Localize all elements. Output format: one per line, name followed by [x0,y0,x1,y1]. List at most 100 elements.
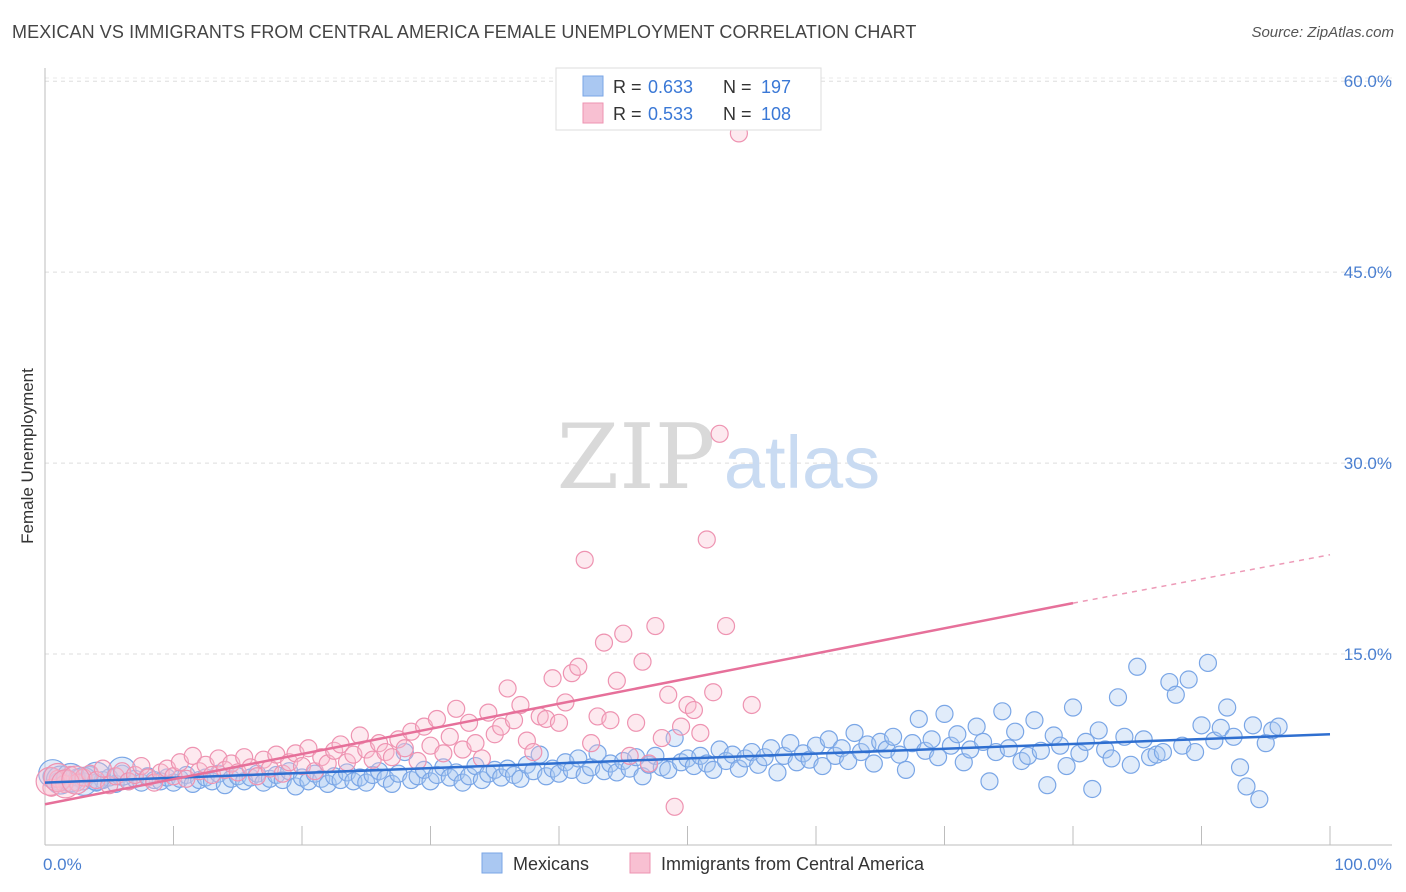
mexicans-point-166 [1108,688,1128,707]
mexicans-point-148 [993,702,1012,721]
mexicans-point-107 [729,759,749,778]
mexicans-point-103 [704,760,723,779]
stats-legend-r-label-1: R = [613,104,642,124]
central-america-point-22 [183,746,202,765]
central-america-point-75 [524,742,543,762]
central-america-point-95 [652,728,671,748]
mexicans-point-49 [357,773,376,792]
mexicans-point-141 [948,725,967,744]
mexicans-point-154 [1031,741,1050,760]
stats-legend-r-label-0: R = [613,77,642,97]
mexicans-point-159 [1063,698,1083,717]
mexicans-point-146 [980,772,999,791]
central-america-point-63 [447,699,466,718]
central-america-point-55 [395,739,414,758]
mexicans-point-191 [1269,717,1288,736]
stats-legend-r-value-1: 0.533 [648,104,693,124]
bottom-legend-swatch-0 [481,852,503,874]
mexicans-point-178 [1185,742,1205,762]
mexicans-point-133 [896,760,916,779]
central-america-point-83 [575,550,594,569]
mexicans-point-187 [1243,716,1263,735]
mexicans-point-149 [999,739,1018,758]
central-america-point-67 [472,749,491,768]
chart-title: MEXICAN VS IMMIGRANTS FROM CENTRAL AMERI… [12,22,917,42]
central-america-point-93 [639,754,659,773]
stats-legend-swatch-1 [582,102,604,124]
central-america-point-60 [427,709,447,729]
mexicans-point-140 [941,736,961,755]
central-america-point-101 [691,723,710,743]
central-america-point-91 [626,713,646,732]
mexicans-point-170 [1134,730,1153,749]
y-axis-label: Female Unemployment [18,368,37,544]
mexicans-point-175 [1166,685,1185,704]
mexicans-point-169 [1128,657,1147,676]
central-america-point-74 [517,731,536,750]
central-america-trend-line [44,601,1074,806]
mexicans-point-179 [1192,716,1211,735]
mexicans-point-180 [1198,653,1218,673]
stats-legend: R = 0.633 N = 197 R = 0.533 N = 108 [555,67,822,131]
mexicans-point-163 [1089,721,1108,740]
bottom-legend-swatch-1 [629,852,651,874]
grid-lines [45,77,1392,655]
central-america-point-66 [466,734,485,753]
stats-legend-swatch-0 [582,75,604,97]
central-america-point-89 [614,624,633,643]
y-tick-label-3: 60.0% [1344,72,1392,91]
central-america-point-98 [671,717,691,736]
central-america-point-104 [710,424,729,443]
central-america-point-97 [665,797,684,816]
mexicans-point-135 [909,709,928,729]
stats-legend-n-label-1: N = [723,104,752,124]
central-america-point-102 [697,530,716,549]
central-america-point-62 [440,727,459,746]
y-tick-label-0: 15.0% [1344,645,1392,664]
mexicans-point-162 [1083,779,1102,799]
central-america-point-94 [646,616,665,636]
mexicans-point-128 [864,754,883,773]
mexicans-point-113 [768,763,787,782]
central-america-point-61 [434,744,453,763]
mexicans-point-165 [1102,749,1121,768]
central-america-point-87 [601,711,620,730]
mexicans-point-183 [1218,698,1237,717]
mexicans-point-120 [813,756,832,776]
mexicans-point-168 [1121,755,1140,774]
mexicans-point-188 [1250,790,1269,809]
central-america-trend-extension [1072,554,1331,604]
mexicans-point-101 [691,746,710,765]
bottom-legend-label-0: Mexicans [513,854,589,874]
central-america-point-69 [485,725,504,744]
mexicans-point-53 [382,774,402,793]
central-america-point-79 [549,713,569,732]
mexicans-point-115 [781,734,800,753]
central-america-point-105 [716,616,736,636]
stats-legend-n-value-0: 197 [761,77,791,97]
watermark-zip: ZIP [557,405,716,510]
central-america-point-86 [594,633,614,652]
mexicans-trend-line [44,732,1331,784]
central-america-point-57 [408,751,427,771]
central-america-point-78 [543,669,562,688]
stats-legend-n-value-1: 108 [761,104,791,124]
mexicans-point-185 [1230,758,1250,777]
central-america-point-82 [569,657,588,676]
watermark-atlas: atlas [724,421,880,504]
central-america-point-96 [659,685,678,704]
mexicans-point-137 [922,730,941,749]
mexicans-point-125 [845,723,864,743]
x-tick-label-1: 100.0% [1334,855,1392,874]
central-america-point-107 [742,695,761,715]
mexicans-point-164 [1096,740,1115,759]
source-credit: Source: ZipAtlas.com [1251,24,1394,41]
central-america-point-92 [633,652,652,671]
central-america-point-84 [582,734,601,753]
mexicans-point-155 [1038,776,1057,795]
mexicans-point-83 [575,765,594,785]
mexicans-point-153 [1025,711,1044,730]
mexicans-point-131 [883,727,903,746]
mexicans-point-150 [1006,722,1025,741]
mexicans-point-186 [1237,777,1256,796]
